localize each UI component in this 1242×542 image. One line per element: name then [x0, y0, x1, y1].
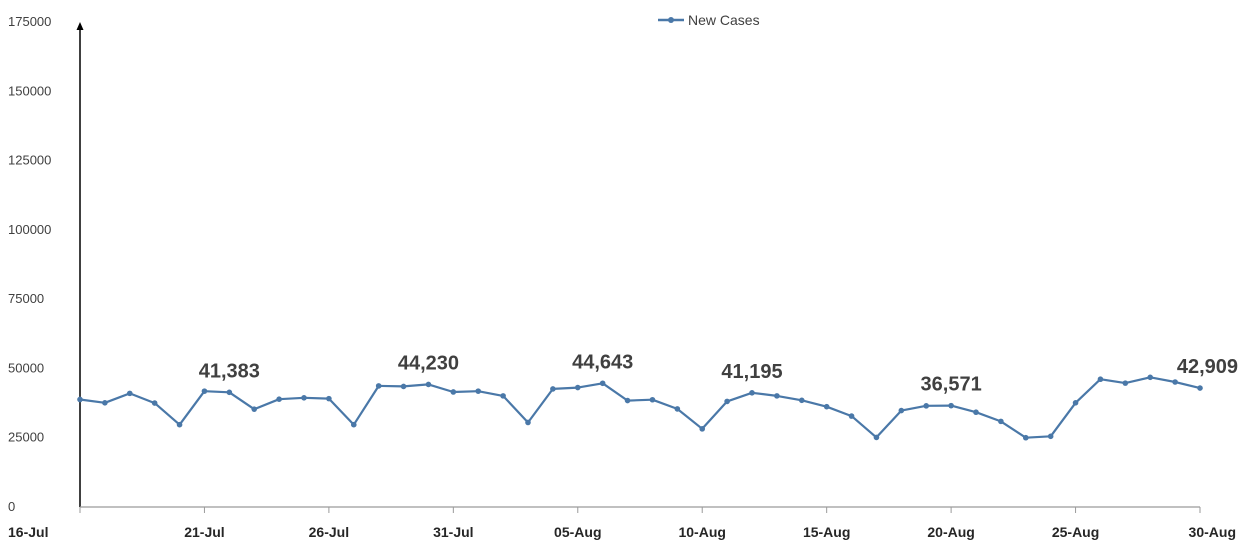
x-tick-label: 21-Jul: [184, 524, 224, 540]
data-point: [1147, 374, 1154, 381]
data-point: [326, 395, 332, 402]
data-point: [126, 390, 133, 397]
data-point: [176, 421, 183, 428]
data-label: 44,230: [398, 352, 459, 374]
data-label: 44,643: [572, 351, 633, 373]
x-axis-ticks: 16-Jul 21-Jul 26-Jul 31-Jul 05-Aug 10-Aug 15-A…: [8, 507, 1236, 540]
x-tick-label: 26-Jul: [309, 524, 349, 540]
data-point: [699, 426, 706, 432]
data-point: [450, 389, 457, 395]
data-point: [375, 383, 382, 389]
data-point: [1047, 433, 1054, 440]
x-tick-label: 25-Aug: [1052, 524, 1099, 540]
data-point: [624, 397, 631, 404]
data-point: [774, 393, 780, 399]
y-tick-label: 25000: [8, 430, 44, 445]
data-point: [1122, 380, 1129, 386]
data-point: [1072, 399, 1079, 406]
y-tick-label: 150000: [8, 83, 51, 98]
data-point: [77, 396, 83, 403]
data-label: 41,195: [721, 361, 782, 383]
data-point: [823, 403, 830, 410]
data-point: [151, 400, 158, 406]
data-point: [948, 402, 954, 409]
y-tick-label: 75000: [8, 291, 44, 306]
data-point: [724, 398, 730, 405]
y-tick-label: 0: [8, 499, 15, 514]
data-point: [574, 384, 581, 391]
x-tick-label: 05-Aug: [554, 524, 601, 540]
x-tick-label: 16-Jul: [8, 524, 48, 540]
data-point: [973, 409, 979, 416]
series-line-new-cases: [79, 376, 1201, 439]
data-labels: 41,383 44,230 44,643 41,195 36,571 42,909: [199, 351, 1238, 395]
x-tick-label: 31-Jul: [433, 524, 473, 540]
data-point: [798, 397, 805, 404]
data-point: [649, 396, 656, 403]
data-point: [102, 399, 108, 406]
legend-label: New Cases: [688, 12, 760, 28]
y-axis-arrow: [76, 22, 84, 30]
y-tick-label: 125000: [8, 153, 51, 168]
data-point: [923, 403, 930, 409]
data-point: [898, 407, 905, 414]
x-tick-label: 15-Aug: [803, 524, 850, 540]
data-point: [848, 413, 855, 419]
legend-dot-marker: [668, 17, 674, 23]
data-point: [500, 393, 506, 399]
x-tick-label: 10-Aug: [678, 524, 725, 540]
data-point: [251, 406, 258, 412]
data-point: [400, 383, 407, 390]
data-point: [525, 419, 531, 426]
data-label: 36,571: [921, 374, 982, 396]
data-point: [1097, 376, 1104, 383]
data-label: 41,383: [199, 360, 260, 382]
legend: New Cases: [658, 12, 760, 28]
data-point: [1197, 385, 1203, 391]
y-tick-label: 100000: [8, 222, 51, 237]
data-point: [550, 386, 556, 392]
data-point: [226, 389, 233, 396]
data-point: [425, 381, 432, 388]
data-point: [276, 396, 282, 402]
data-point: [1022, 434, 1029, 441]
data-point: [674, 406, 681, 412]
series-new-cases: [77, 374, 1203, 441]
data-point: [475, 388, 482, 394]
data-point: [301, 395, 307, 401]
data-point: [201, 388, 208, 394]
data-point: [998, 418, 1004, 425]
y-axis-ticks: 0 25000 50000 75000 100000 125000 150000 175000: [8, 14, 51, 514]
data-point: [1172, 379, 1178, 385]
data-point: [599, 380, 606, 387]
axes: [76, 22, 1200, 508]
data-point: [749, 390, 755, 396]
y-tick-label: 50000: [8, 360, 44, 375]
data-point: [350, 421, 357, 428]
data-point: [873, 434, 880, 441]
y-tick-label: 175000: [8, 14, 51, 29]
data-label: 42,909: [1177, 356, 1238, 378]
x-tick-label: 20-Aug: [927, 524, 974, 540]
x-tick-label: 30-Aug: [1189, 524, 1236, 540]
